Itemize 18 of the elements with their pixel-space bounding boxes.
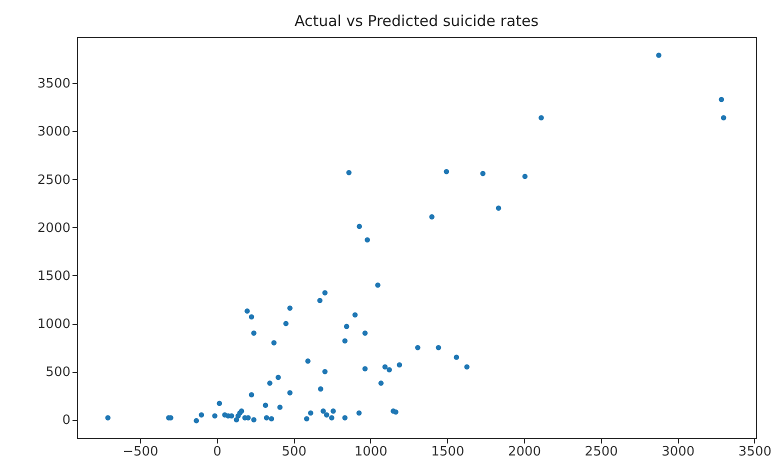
y-tick-label: 0	[62, 413, 70, 428]
x-tick-label: 3000	[662, 444, 695, 460]
y-tick-label: 3000	[37, 124, 70, 140]
x-tick-label: 1500	[431, 444, 464, 460]
x-tick-label: 0	[213, 444, 222, 460]
y-tick-label: 3500	[37, 76, 70, 92]
x-tick-label: −500	[122, 444, 158, 460]
y-tick-label: 2500	[37, 172, 70, 188]
y-tick-label: 1000	[37, 317, 70, 332]
chart-title: Actual vs Predicted suicide rates	[294, 12, 539, 30]
y-tick-label: 1500	[37, 268, 70, 284]
y-tick-label: 2000	[37, 220, 70, 236]
x-tick-label: 2500	[584, 444, 618, 460]
x-tick-label: 2000	[508, 444, 542, 460]
x-tick-label: 3500	[738, 444, 772, 460]
x-tick-label: 500	[282, 444, 307, 460]
y-tick-label: 500	[46, 365, 70, 380]
x-tick-label: 1000	[354, 444, 388, 460]
